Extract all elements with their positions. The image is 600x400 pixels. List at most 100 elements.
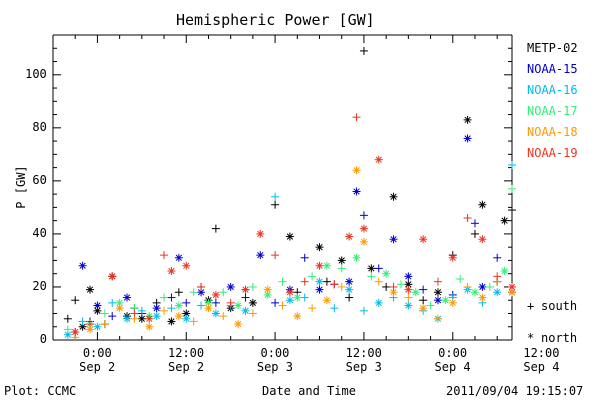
footer-timestamp: 2011/09/04 19:15:07 <box>446 384 584 398</box>
north-point <box>448 253 457 262</box>
south-point <box>300 293 309 302</box>
south-point <box>382 282 391 291</box>
north-point <box>123 293 132 302</box>
north-point <box>508 282 516 291</box>
south-point <box>248 282 257 291</box>
north-point <box>152 312 161 321</box>
north-point <box>404 301 413 310</box>
north-point <box>345 285 354 294</box>
north-point <box>404 272 413 281</box>
north-point <box>419 304 428 313</box>
x-tick-label: 0:00 <box>438 346 468 360</box>
south-point <box>345 293 354 302</box>
north-point <box>123 314 132 323</box>
north-point <box>322 261 331 270</box>
south-point <box>374 264 383 273</box>
north-point <box>389 192 398 201</box>
north-point <box>241 285 250 294</box>
x-tick-label: 12:00 <box>168 346 205 360</box>
north-point <box>470 288 479 297</box>
south-point <box>63 314 72 323</box>
north-point <box>263 285 272 294</box>
y-axis-label: P [GW] <box>14 165 28 209</box>
south-point <box>78 317 87 326</box>
south-point <box>308 304 317 313</box>
south-point <box>337 264 346 273</box>
south-point <box>300 277 309 286</box>
north-point <box>374 298 383 307</box>
south-point <box>485 282 494 291</box>
south-point <box>241 293 250 302</box>
north-point <box>345 232 354 241</box>
south-point <box>322 277 331 286</box>
north-point <box>315 243 324 252</box>
south-point <box>300 253 309 262</box>
north-point <box>411 288 420 297</box>
south-point <box>108 298 117 307</box>
south-point <box>182 298 191 307</box>
north-point <box>256 229 265 238</box>
legend-entry: METP-02 <box>527 41 578 55</box>
north-point <box>93 301 102 310</box>
y-tick-label: 80 <box>32 119 47 134</box>
south-point <box>493 272 502 281</box>
south-point <box>137 306 146 315</box>
north-point <box>226 282 235 291</box>
south-point <box>167 293 176 302</box>
north-marker-label: north <box>541 331 578 345</box>
legend-entry: NOAA-15 <box>527 62 578 76</box>
south-point <box>419 285 428 294</box>
north-point <box>493 288 502 297</box>
north-point <box>478 293 487 302</box>
north-point <box>86 285 95 294</box>
north-point <box>108 272 117 281</box>
north-point <box>145 322 154 331</box>
north-point <box>241 306 250 315</box>
north-point <box>167 267 176 276</box>
south-point <box>508 206 516 215</box>
x-tick-label: 0:00 <box>260 346 290 360</box>
x-tick-label: 12:00 <box>523 346 560 360</box>
south-point <box>100 309 109 318</box>
x-tick-label: Sep 4 <box>434 360 471 374</box>
north-point <box>463 115 472 124</box>
north-point <box>63 330 72 339</box>
north-point <box>359 237 368 246</box>
y-tick-label: 40 <box>32 225 47 240</box>
south-point <box>86 320 95 329</box>
north-point <box>293 293 302 302</box>
south-point <box>470 229 479 238</box>
north-point <box>352 166 361 175</box>
north-point <box>71 328 80 337</box>
north-point <box>204 298 213 307</box>
south-point <box>63 325 72 334</box>
north-point <box>93 322 102 331</box>
north-point <box>285 232 294 241</box>
south-point <box>308 272 317 281</box>
south-point <box>226 298 235 307</box>
north-point <box>115 304 124 313</box>
north-point <box>182 309 191 318</box>
south-point <box>174 288 183 297</box>
north-point <box>463 134 472 143</box>
south-point <box>433 314 442 323</box>
x-tick-label: 0:00 <box>82 346 112 360</box>
south-point <box>456 275 465 283</box>
south-point <box>160 251 169 260</box>
legend-entry: NOAA-18 <box>527 125 578 139</box>
north-point <box>204 304 213 313</box>
south-point <box>359 306 368 315</box>
south-point <box>130 309 139 318</box>
north-point <box>478 235 487 244</box>
south-point <box>108 312 117 321</box>
north-point <box>337 256 346 265</box>
north-point <box>478 200 487 209</box>
south-point <box>359 46 368 55</box>
legend-entry: NOAA-19 <box>527 146 578 160</box>
north-point <box>359 224 368 233</box>
south-point <box>271 200 280 209</box>
north-point <box>174 312 183 321</box>
north-point <box>315 277 324 286</box>
south-point <box>197 301 206 310</box>
south-marker-symbol: + <box>527 299 535 313</box>
